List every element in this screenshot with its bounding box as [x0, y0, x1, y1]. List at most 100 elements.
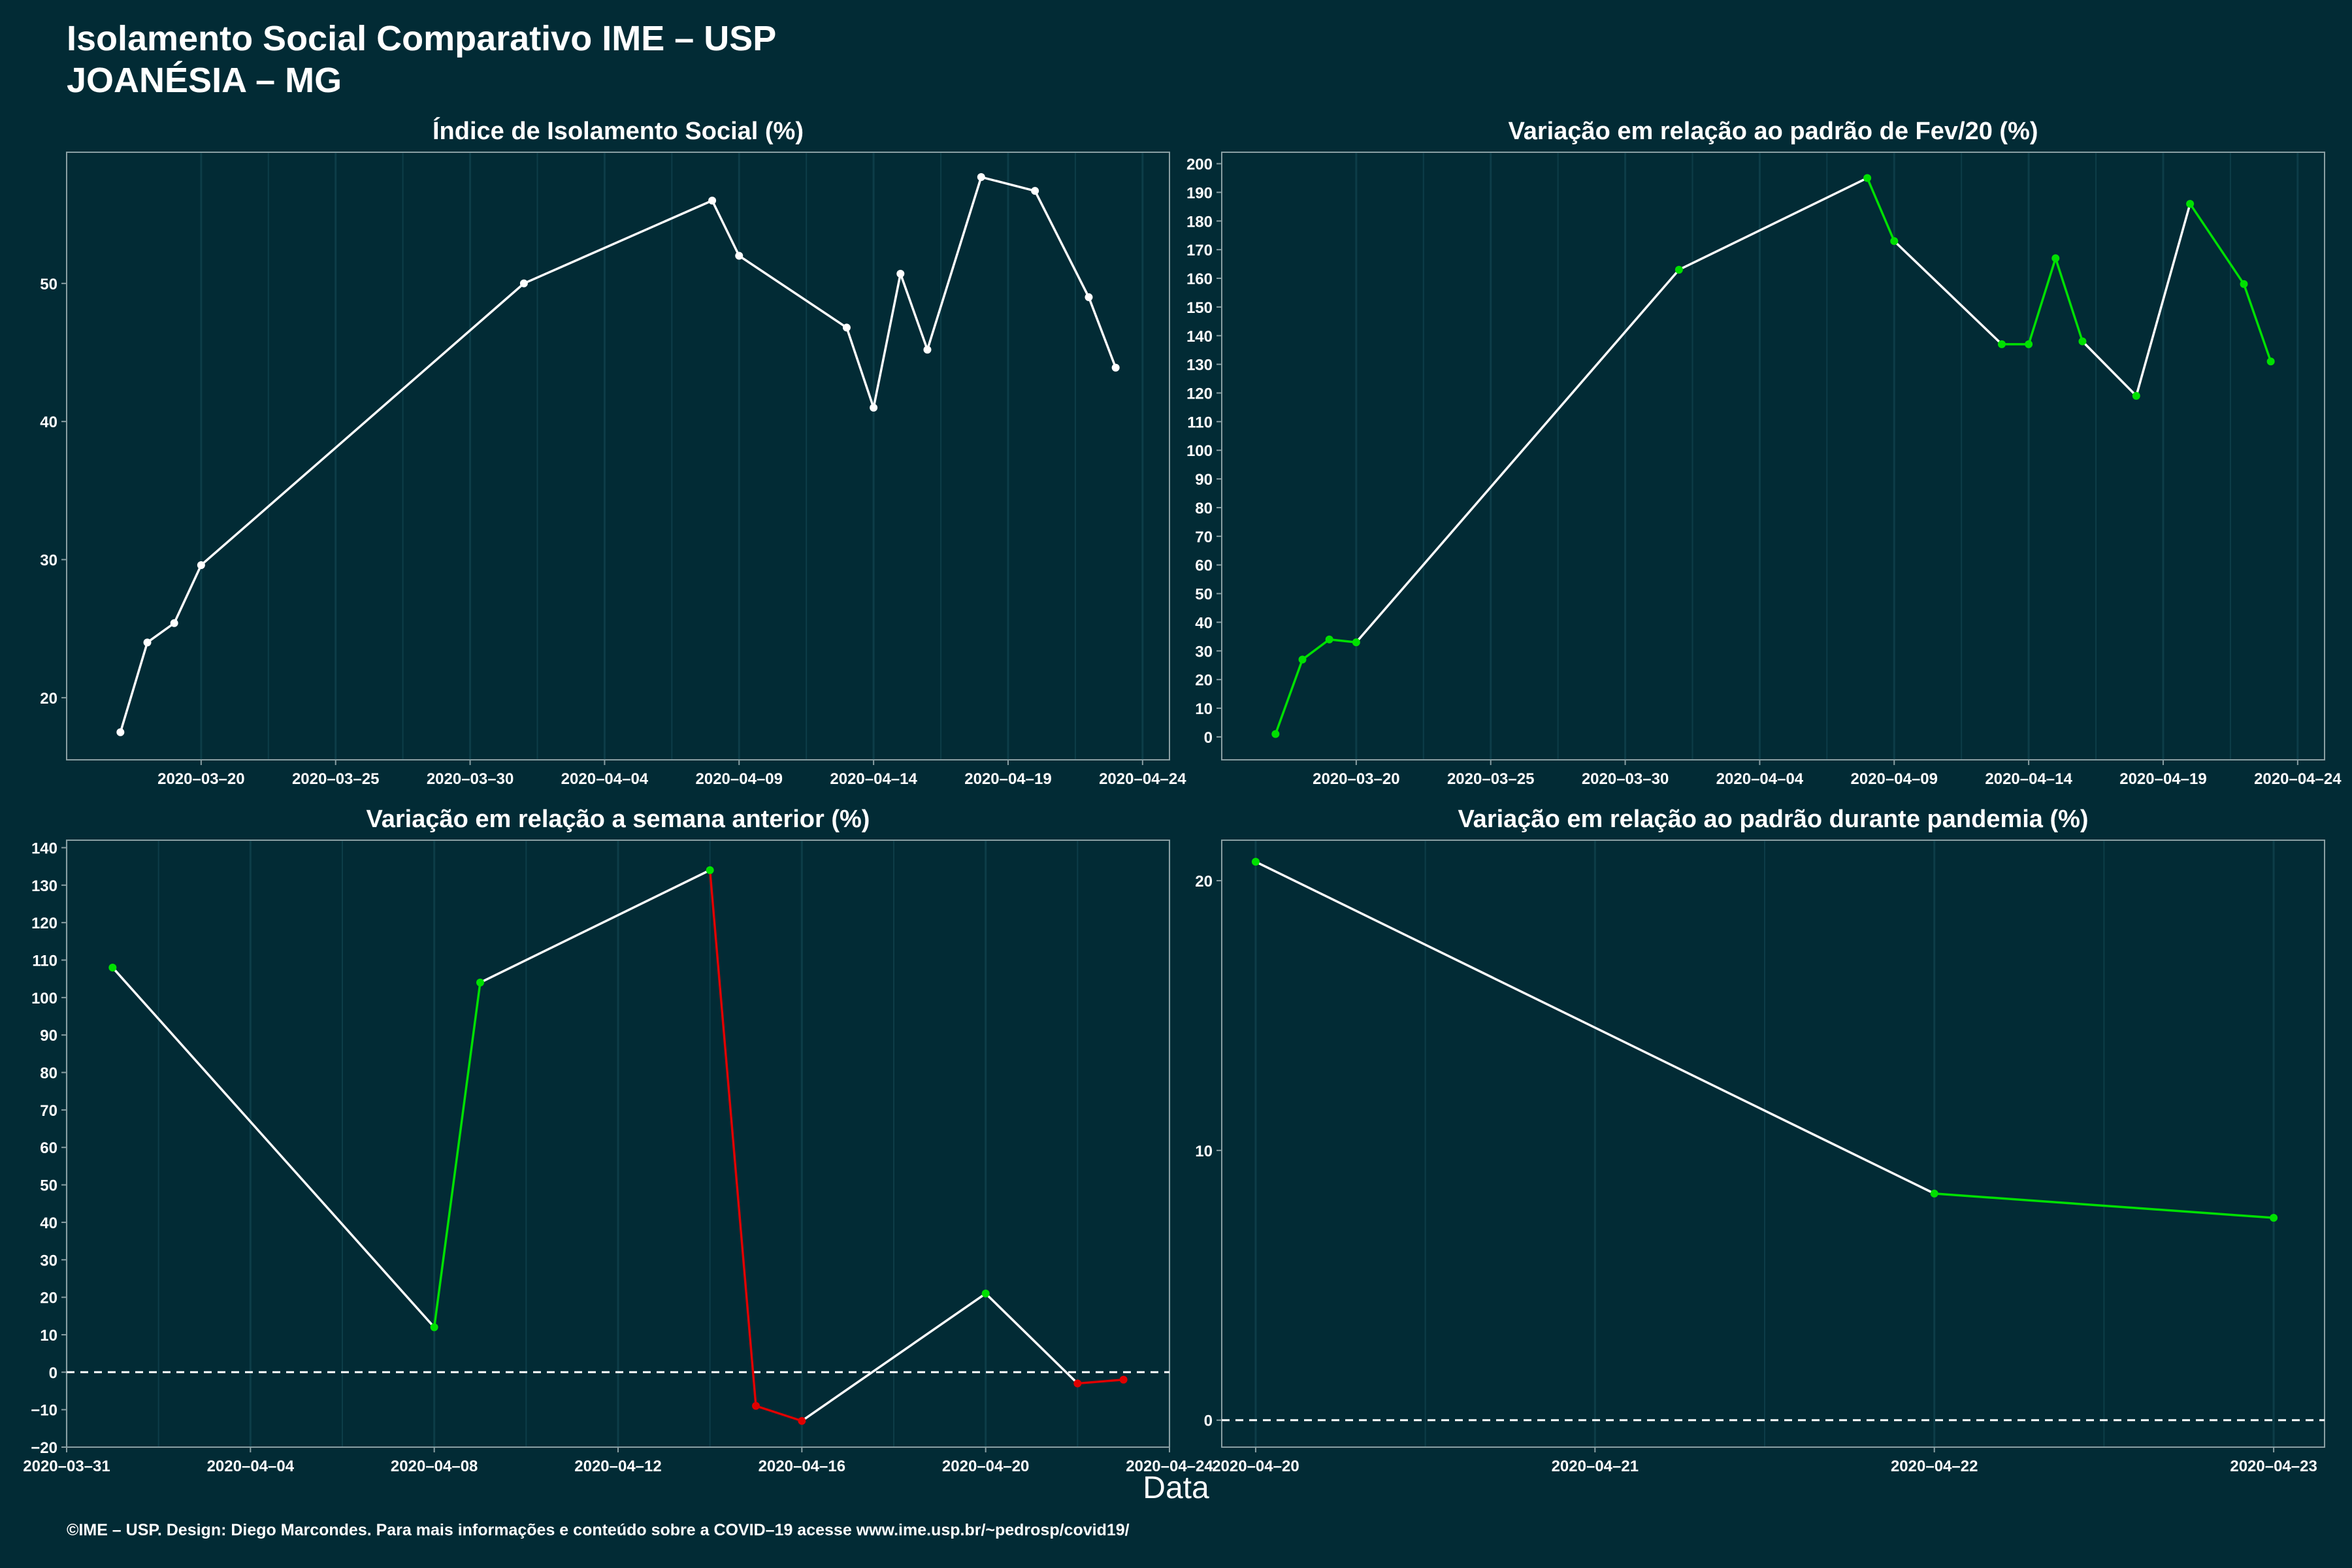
- x-tick-label: 2020–04–24: [1099, 770, 1186, 788]
- x-tick-label: 2020–04–24: [1126, 1458, 1213, 1475]
- chart-panel-1: Índice de Isolamento Social (%) 2020–03–2…: [40, 116, 1186, 788]
- x-tick-label: 2020–04–19: [2119, 770, 2206, 788]
- x-tick-label: 2020–04–04: [561, 770, 649, 788]
- y-tick-label: −10: [31, 1402, 57, 1420]
- series-segment: [2135, 203, 2191, 397]
- series-segment: [173, 564, 203, 624]
- y-tick-label: 0: [49, 1364, 57, 1382]
- series-segment: [2082, 340, 2138, 397]
- data-point: [842, 323, 851, 332]
- y-tick-label: 190: [1186, 184, 1213, 202]
- data-point: [1674, 265, 1683, 274]
- y-tick-label: 140: [31, 840, 57, 857]
- y-tick-label: 0: [1204, 1413, 1213, 1430]
- data-point: [977, 173, 985, 182]
- y-tick-label: 110: [32, 953, 57, 970]
- data-point: [1298, 655, 1307, 664]
- y-tick-label: 10: [40, 1327, 57, 1345]
- x-tick-label: 2020–04–14: [830, 770, 917, 788]
- y-tick-label: 70: [1195, 529, 1213, 546]
- data-point: [2270, 1214, 2278, 1222]
- panel-title: Variação em relação ao padrão durante pa…: [1458, 806, 2088, 833]
- panel-title: Índice de Isolamento Social (%): [433, 116, 804, 145]
- chart-panel-4: Variação em relação ao padrão durante pa…: [1195, 806, 2325, 1475]
- y-tick-label: 20: [1195, 873, 1213, 890]
- series-segment: [1034, 190, 1090, 298]
- data-point: [1119, 1375, 1128, 1384]
- x-tick-label: 2020–04–20: [942, 1458, 1029, 1475]
- series-segment: [1893, 240, 2003, 346]
- data-point: [2266, 357, 2275, 366]
- series-segment: [845, 327, 875, 408]
- data-point: [1930, 1189, 1938, 1198]
- data-point: [706, 866, 714, 874]
- y-tick-label: 100: [31, 990, 57, 1007]
- series-segment: [711, 200, 740, 257]
- y-tick-label: 40: [40, 1215, 57, 1232]
- y-tick-label: 170: [1186, 242, 1213, 259]
- series-segment: [708, 870, 757, 1407]
- data-point: [870, 404, 878, 412]
- series-segment: [1255, 860, 1935, 1195]
- data-point: [476, 978, 484, 987]
- y-tick-label: 120: [31, 915, 57, 932]
- y-tick-label: 160: [1186, 270, 1213, 288]
- chart-subtitle: JOANÉSIA – MG: [67, 61, 342, 100]
- y-tick-label: 150: [1186, 299, 1213, 317]
- y-tick-label: 50: [40, 1177, 57, 1195]
- y-tick-label: −20: [31, 1439, 57, 1457]
- y-tick-label: 50: [40, 276, 57, 293]
- series-segment: [1274, 659, 1304, 735]
- series-segment: [2054, 257, 2084, 342]
- y-tick-label: 110: [1187, 414, 1213, 431]
- data-point: [708, 196, 717, 204]
- panel-frame: [66, 152, 1170, 760]
- data-point: [1863, 174, 1872, 182]
- data-point: [1073, 1379, 1082, 1388]
- data-point: [1890, 237, 1899, 245]
- data-point: [430, 1323, 438, 1331]
- data-point: [2186, 199, 2195, 208]
- x-tick-label: 2020–04–21: [1552, 1458, 1639, 1475]
- data-point: [1325, 635, 1333, 644]
- y-tick-label: 30: [40, 552, 57, 570]
- series-segment: [433, 982, 482, 1328]
- x-axis-title: Data: [1143, 1471, 1209, 1505]
- x-tick-label: 2020–03–31: [23, 1458, 110, 1475]
- series-segment: [1077, 1379, 1124, 1385]
- x-tick-label: 2020–03–30: [1582, 770, 1669, 788]
- data-point: [197, 561, 205, 569]
- data-point: [1031, 187, 1039, 195]
- y-tick-label: 200: [1186, 156, 1213, 174]
- chart-panel-3: Variação em relação a semana anterior (%…: [23, 806, 1213, 1475]
- series-segment: [2189, 203, 2245, 285]
- x-tick-label: 2020–04–22: [1891, 1458, 1978, 1475]
- x-tick-label: 2020–04–08: [391, 1458, 478, 1475]
- y-tick-label: 20: [40, 690, 57, 708]
- data-point: [1111, 363, 1120, 372]
- x-tick-label: 2020–04–09: [696, 770, 783, 788]
- series-segment: [2027, 257, 2057, 345]
- x-tick-label: 2020–03–25: [292, 770, 379, 788]
- series-segment: [985, 1292, 1079, 1384]
- y-tick-label: 0: [1204, 729, 1213, 747]
- x-tick-label: 2020–04–24: [2254, 770, 2342, 788]
- y-tick-label: 70: [40, 1102, 57, 1120]
- y-tick-label: 80: [40, 1065, 57, 1083]
- data-point: [1271, 730, 1280, 738]
- data-point: [2078, 337, 2087, 346]
- series-segment: [899, 273, 929, 350]
- y-tick-label: 180: [1186, 213, 1213, 231]
- x-tick-label: 2020–04–19: [964, 770, 1051, 788]
- data-point: [1085, 293, 1093, 301]
- series-segment: [2242, 284, 2272, 362]
- series-segment: [755, 1405, 802, 1422]
- x-tick-label: 2020–03–20: [157, 770, 244, 788]
- data-point: [519, 279, 528, 287]
- panel-frame: [1221, 152, 2325, 760]
- data-point: [896, 270, 905, 278]
- y-tick-label: 130: [31, 877, 57, 895]
- y-tick-label: 100: [1186, 442, 1213, 460]
- x-tick-label: 2020–04–04: [1716, 770, 1804, 788]
- series-segment: [112, 966, 435, 1328]
